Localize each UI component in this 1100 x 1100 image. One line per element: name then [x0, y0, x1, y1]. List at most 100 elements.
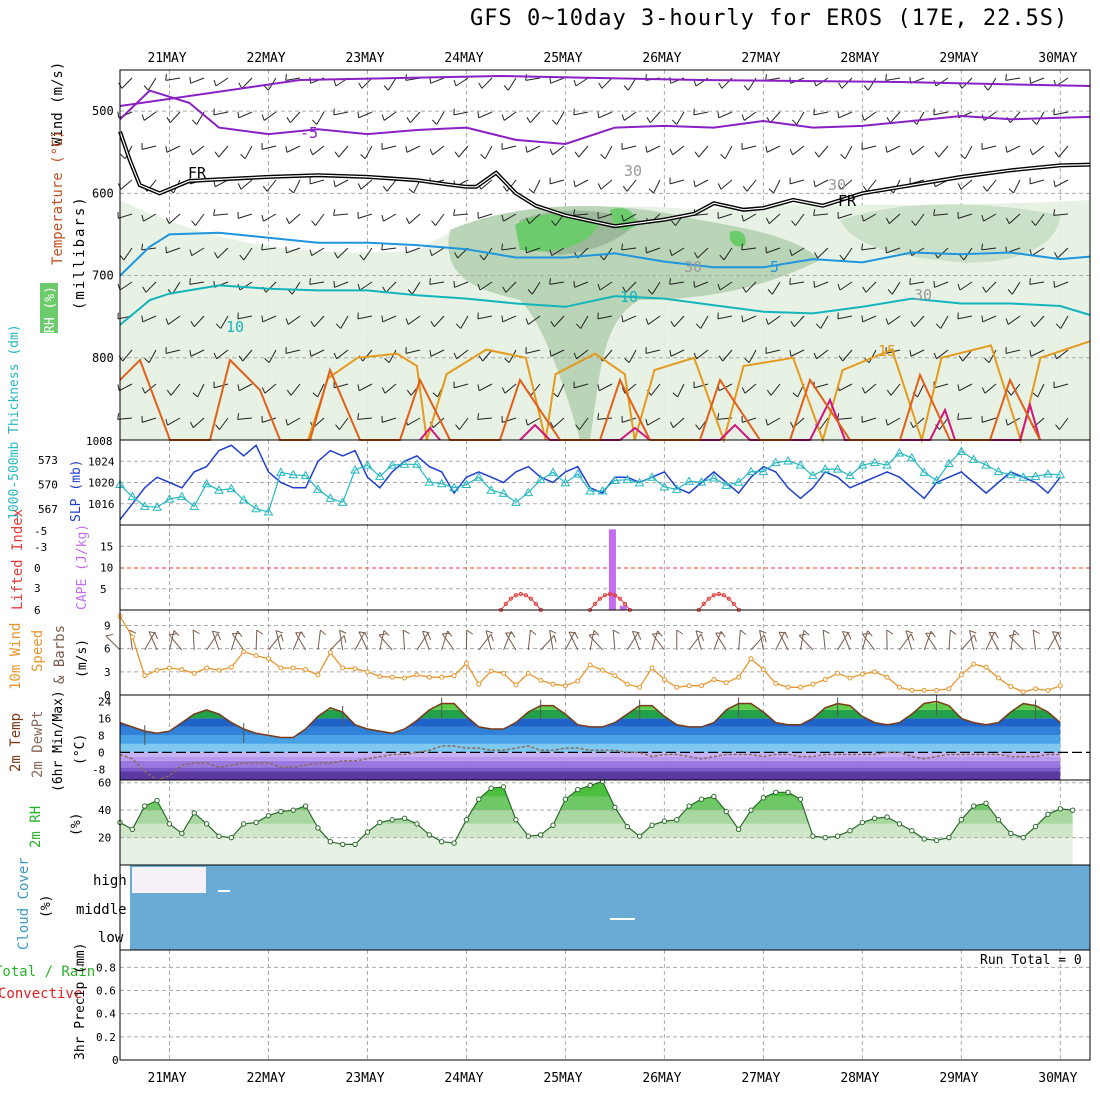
wind-barb	[525, 74, 541, 81]
wind-barb	[960, 634, 977, 651]
wind-barb	[982, 179, 997, 192]
wind-barb	[333, 280, 349, 288]
rh-tick-label: 40	[98, 804, 111, 817]
wind-barb	[861, 315, 877, 323]
date-label-bottom: 25MAY	[543, 1071, 582, 1086]
wind-barb	[430, 315, 445, 328]
thickness-marker	[535, 474, 546, 484]
wind-barb	[933, 209, 949, 216]
date-label-bottom: 30MAY	[1038, 1071, 1077, 1086]
li-tick-label: 6	[34, 604, 41, 617]
slp-axis-label: SLP (mb)	[69, 459, 84, 522]
wind-barb	[741, 315, 757, 323]
wind-barb	[862, 281, 877, 293]
wind-barb	[694, 145, 709, 158]
wind-barb	[717, 281, 733, 291]
wind-barb	[837, 111, 853, 119]
wind-barb	[669, 247, 685, 257]
wind-speed-marker	[624, 681, 630, 687]
wind-barb	[862, 179, 877, 192]
wind-speed-marker	[352, 666, 358, 672]
rh-marker	[1045, 811, 1051, 817]
wind-barb	[309, 247, 325, 257]
wind-barb	[429, 349, 445, 357]
temp-tick-label: 16	[98, 712, 111, 725]
wind-barb	[815, 315, 829, 329]
rh-marker	[315, 825, 321, 831]
thickness-marker	[684, 476, 694, 485]
wind-barb	[688, 633, 705, 651]
wind-barb	[626, 632, 642, 651]
date-label-bottom: 28MAY	[840, 1071, 879, 1086]
li-series-line	[698, 593, 740, 611]
thickness-marker	[374, 471, 385, 480]
thickness-marker	[783, 456, 793, 465]
wind-barb	[525, 347, 541, 354]
temp-band	[120, 743, 1061, 753]
wind-barb	[750, 634, 767, 651]
wind-barb	[717, 212, 733, 219]
chart-title: GFS 0~10day 3-hourly for EROS (17E, 22.5…	[470, 6, 1069, 31]
pressure-tick-label: 500	[92, 104, 114, 118]
minmax-axis-label: (6hr Min/Max)	[51, 690, 66, 792]
thickness-marker	[869, 457, 880, 467]
date-label-top: 29MAY	[939, 51, 978, 66]
thickness-marker	[275, 467, 286, 476]
rh-marker	[612, 804, 618, 811]
temp-band	[120, 767, 1061, 772]
wind-barb	[813, 209, 829, 216]
rh-marker	[302, 803, 309, 809]
wind-barb	[286, 111, 301, 124]
rh-marker	[785, 789, 791, 796]
thickness-marker	[498, 488, 509, 497]
wind-barb	[117, 383, 133, 392]
wind-barb	[431, 213, 445, 226]
wind-speed-marker	[872, 669, 878, 675]
wind-barb	[501, 243, 517, 251]
thickness-marker	[919, 467, 930, 476]
rh-marker	[426, 832, 433, 838]
wind-barb	[141, 213, 157, 222]
contour-label: 10	[226, 318, 244, 336]
rh-marker	[933, 837, 940, 844]
wind-barb	[268, 634, 284, 651]
wind-barb	[741, 213, 757, 222]
wind-barb	[738, 629, 747, 651]
upper-air-temp-label: Temperature (°C)	[50, 130, 66, 265]
wind-barb	[1031, 213, 1045, 226]
temp-contour-line	[119, 231, 1091, 277]
wind-barb	[213, 381, 229, 389]
wind-barb	[759, 629, 767, 651]
wind-barb	[239, 247, 253, 261]
wind-barb	[621, 416, 637, 423]
rh-tick-label: 60	[98, 777, 111, 790]
wind-barb	[1006, 111, 1021, 124]
wind-barb	[588, 633, 603, 651]
wind-speed-marker	[884, 674, 890, 680]
wind-barb	[573, 280, 589, 288]
precip-frame	[119, 949, 1091, 1061]
rh-marker	[414, 821, 420, 827]
wind-barb	[621, 315, 637, 323]
wind-barb	[765, 74, 781, 81]
thickness-marker	[906, 452, 917, 462]
li-series-line	[589, 593, 631, 611]
wind-speed-marker	[686, 683, 692, 689]
wind-barb	[622, 179, 637, 192]
wind-barb	[311, 111, 325, 125]
rh-marker	[216, 833, 222, 839]
wind-barb	[597, 212, 613, 219]
date-label-bottom: 23MAY	[345, 1071, 384, 1086]
cloud-level-label: middle	[76, 902, 127, 918]
temp-band	[120, 709, 1061, 719]
rh-marker	[773, 789, 779, 796]
thickness-marker	[486, 485, 497, 494]
thickness-marker	[733, 477, 744, 486]
wind-barb	[600, 145, 613, 160]
wind-barb	[165, 145, 181, 153]
wind-barb	[1029, 349, 1045, 357]
upper-air-units-label: (millibars)	[72, 195, 88, 310]
rh-marker	[327, 838, 334, 845]
rh-shading-green	[729, 230, 746, 247]
temp-tick-label: 0	[98, 746, 105, 759]
